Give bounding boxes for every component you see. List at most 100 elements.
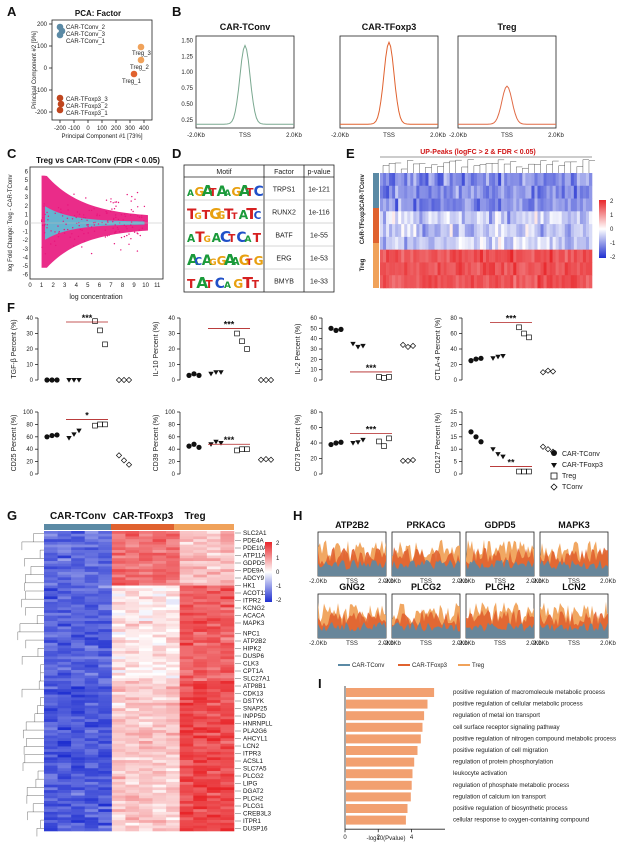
ma-point (111, 208, 113, 210)
g-heat-cell (206, 659, 221, 663)
g-heat-cell (84, 741, 99, 745)
heat-cell (413, 224, 417, 238)
heat-cell (576, 236, 581, 250)
g-heat-cell (193, 585, 208, 589)
g-heat-cell (206, 667, 221, 671)
g-heat-cell (84, 591, 99, 595)
heat-cell (582, 224, 587, 238)
go-bar (346, 734, 421, 744)
go-bar (346, 688, 435, 697)
g-heat-cell (44, 771, 58, 775)
heat-cell (573, 262, 578, 276)
g-heat-cell (57, 732, 72, 736)
g-heat-cell (152, 544, 167, 548)
g-heat-cell (44, 585, 58, 589)
g-heat-cell (57, 596, 72, 600)
g-heat-cell (152, 757, 167, 761)
g-heat-cell (220, 653, 235, 657)
heat-cell (395, 211, 399, 225)
g-heat-cell (220, 798, 235, 802)
heat-cell (534, 211, 538, 225)
heat-cell (392, 185, 396, 199)
heat-cell (564, 173, 569, 187)
g-heat-cell (166, 675, 181, 679)
gene-label: ACACA (243, 613, 265, 620)
g-heat-cell (206, 798, 221, 802)
heat-cell (525, 249, 529, 263)
pca-ytick-label: 100 (37, 44, 48, 50)
g-heat-cell (98, 670, 113, 674)
heat-cell (458, 211, 463, 225)
heat-cell (579, 275, 584, 289)
dot-treg (386, 435, 392, 442)
g-heat-cell (206, 735, 221, 739)
g-heat-cell (220, 784, 235, 788)
g-heat-cell (125, 773, 140, 777)
g-heat-cell (57, 615, 72, 619)
heat-cell (470, 173, 475, 187)
g-heat-cell (179, 746, 194, 750)
g-heat-cell (152, 596, 167, 600)
g-heat-cell (179, 645, 194, 649)
heat-cell (585, 224, 590, 238)
ma-point (41, 246, 43, 248)
heat-cell (422, 211, 426, 225)
dot-conv (338, 439, 344, 445)
g-heat-cell (139, 541, 153, 545)
ma-xtick: 0 (28, 283, 32, 289)
g-heat-cell (220, 558, 235, 562)
g-heat-cell (179, 580, 194, 584)
g-heat-cell (44, 798, 58, 802)
g-heat-cell (44, 552, 58, 556)
g-heat-cell (193, 536, 208, 540)
g-heat-cell (57, 768, 72, 772)
g-heat-cell (111, 566, 126, 570)
g-heat-cell (193, 645, 208, 649)
g-heat-cell (139, 651, 153, 655)
g-heat-cell (125, 716, 140, 720)
heat-cell (464, 262, 469, 276)
go-term: cell surface receptor signaling pathway (453, 724, 561, 731)
g-heat-cell (98, 716, 113, 720)
heat-cell (434, 173, 438, 187)
heat-cell (380, 224, 384, 238)
g-heat-cell (152, 713, 167, 717)
pca-label-foxp3-3: CAR-TFoxp3_3 (66, 97, 108, 103)
g-heat-cell (139, 735, 153, 739)
g-heat-cell (139, 760, 153, 764)
g-heat-cell (111, 571, 126, 575)
panel-c-ylabel: log Fold Change: Treg - CAR-TConv (8, 174, 14, 271)
heat-cell (522, 236, 526, 250)
g-heat-cell (57, 820, 72, 824)
g-heat-cell (179, 694, 194, 698)
g-heat-cell (111, 656, 126, 660)
heat-cell (585, 236, 590, 250)
g-heat-cell (179, 621, 194, 625)
g-heat-cell (166, 828, 181, 832)
g-heat-cell (220, 651, 235, 655)
gene-label: DSTYK (243, 698, 265, 705)
g-heat-cell (71, 550, 86, 554)
g-heat-cell (193, 664, 208, 668)
heat-cell (516, 262, 520, 276)
heat-cell (567, 185, 572, 199)
g-heat-cell (206, 591, 221, 595)
g-heat-cell (193, 713, 208, 717)
heat-cell (570, 224, 575, 238)
go-xtick-label: 0 (343, 835, 347, 841)
gene-label: ACOT11 (243, 590, 268, 597)
heat-cell (522, 211, 526, 225)
g-heat-cell (57, 724, 72, 728)
heat-cell (395, 275, 399, 289)
heat-cell (561, 275, 566, 289)
g-heat-cell (57, 585, 72, 589)
heat-cell (398, 173, 402, 187)
ma-point (128, 243, 130, 245)
g-heat-cell (71, 721, 86, 725)
g-heat-cell (125, 670, 140, 674)
ma-xtick: 1 (40, 283, 44, 289)
g-heat-cell (71, 601, 86, 605)
heat-cell (561, 185, 566, 199)
ma-xtick: 8 (121, 283, 125, 289)
